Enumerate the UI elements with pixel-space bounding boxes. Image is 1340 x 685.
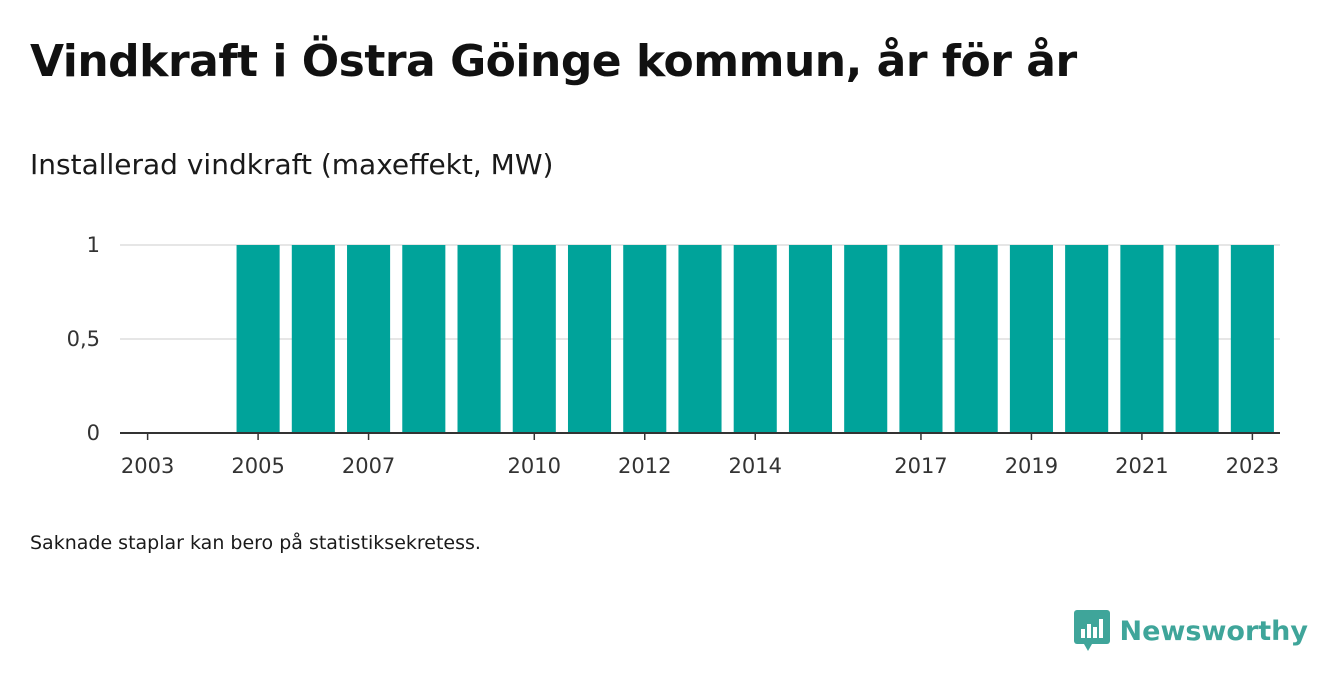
bar-chart: 0 0,5 1 2003 2005 2007 2010 2012 2014 2017 2019 202… [67, 233, 1280, 478]
x-tick-label: 2014 [729, 454, 782, 478]
x-tick-label: 2019 [1005, 454, 1058, 478]
brand-name: Newsworthy [1119, 615, 1308, 647]
x-tick-label: 2003 [121, 454, 174, 478]
bars [236, 245, 1274, 433]
bar [1065, 245, 1109, 433]
y-tick-label: 0,5 [67, 327, 100, 351]
bar [678, 245, 722, 433]
bar [567, 245, 612, 433]
axes: 0 0,5 1 2003 2005 2007 2010 2012 2014 2017 2019 202… [67, 233, 1280, 478]
newsworthy-logo-icon [1073, 610, 1110, 651]
bar [1175, 245, 1219, 433]
bar [954, 245, 998, 433]
x-tick-label: 2017 [894, 454, 947, 478]
brand-logo: Newsworthy [1073, 610, 1308, 652]
bar [457, 245, 501, 433]
x-tick-label: 2010 [508, 454, 561, 478]
bar [512, 245, 556, 433]
x-tick-label: 2012 [618, 454, 671, 478]
footnote: Saknade staplar kan bero på statistiksek… [30, 532, 481, 554]
bar [1230, 245, 1274, 433]
chart-subtitle: Installerad vindkraft (maxeffekt, MW) [30, 148, 554, 181]
x-tick-label: 2023 [1226, 454, 1279, 478]
bar [733, 245, 777, 433]
bar [402, 245, 446, 433]
y-tick-label: 0 [87, 421, 100, 445]
bar [844, 245, 888, 433]
bar [291, 245, 335, 433]
y-tick-label: 1 [87, 233, 100, 257]
bar [899, 245, 943, 433]
bar [1120, 245, 1164, 433]
bar [347, 245, 391, 433]
bar [623, 245, 667, 433]
x-tick-label: 2005 [231, 454, 284, 478]
bar [1009, 245, 1053, 433]
bar [236, 245, 280, 433]
bar [788, 245, 833, 433]
x-tick-label: 2007 [342, 454, 395, 478]
x-tick-label: 2021 [1115, 454, 1168, 478]
chart-title: Vindkraft i Östra Göinge kommun, år för … [30, 36, 1077, 87]
